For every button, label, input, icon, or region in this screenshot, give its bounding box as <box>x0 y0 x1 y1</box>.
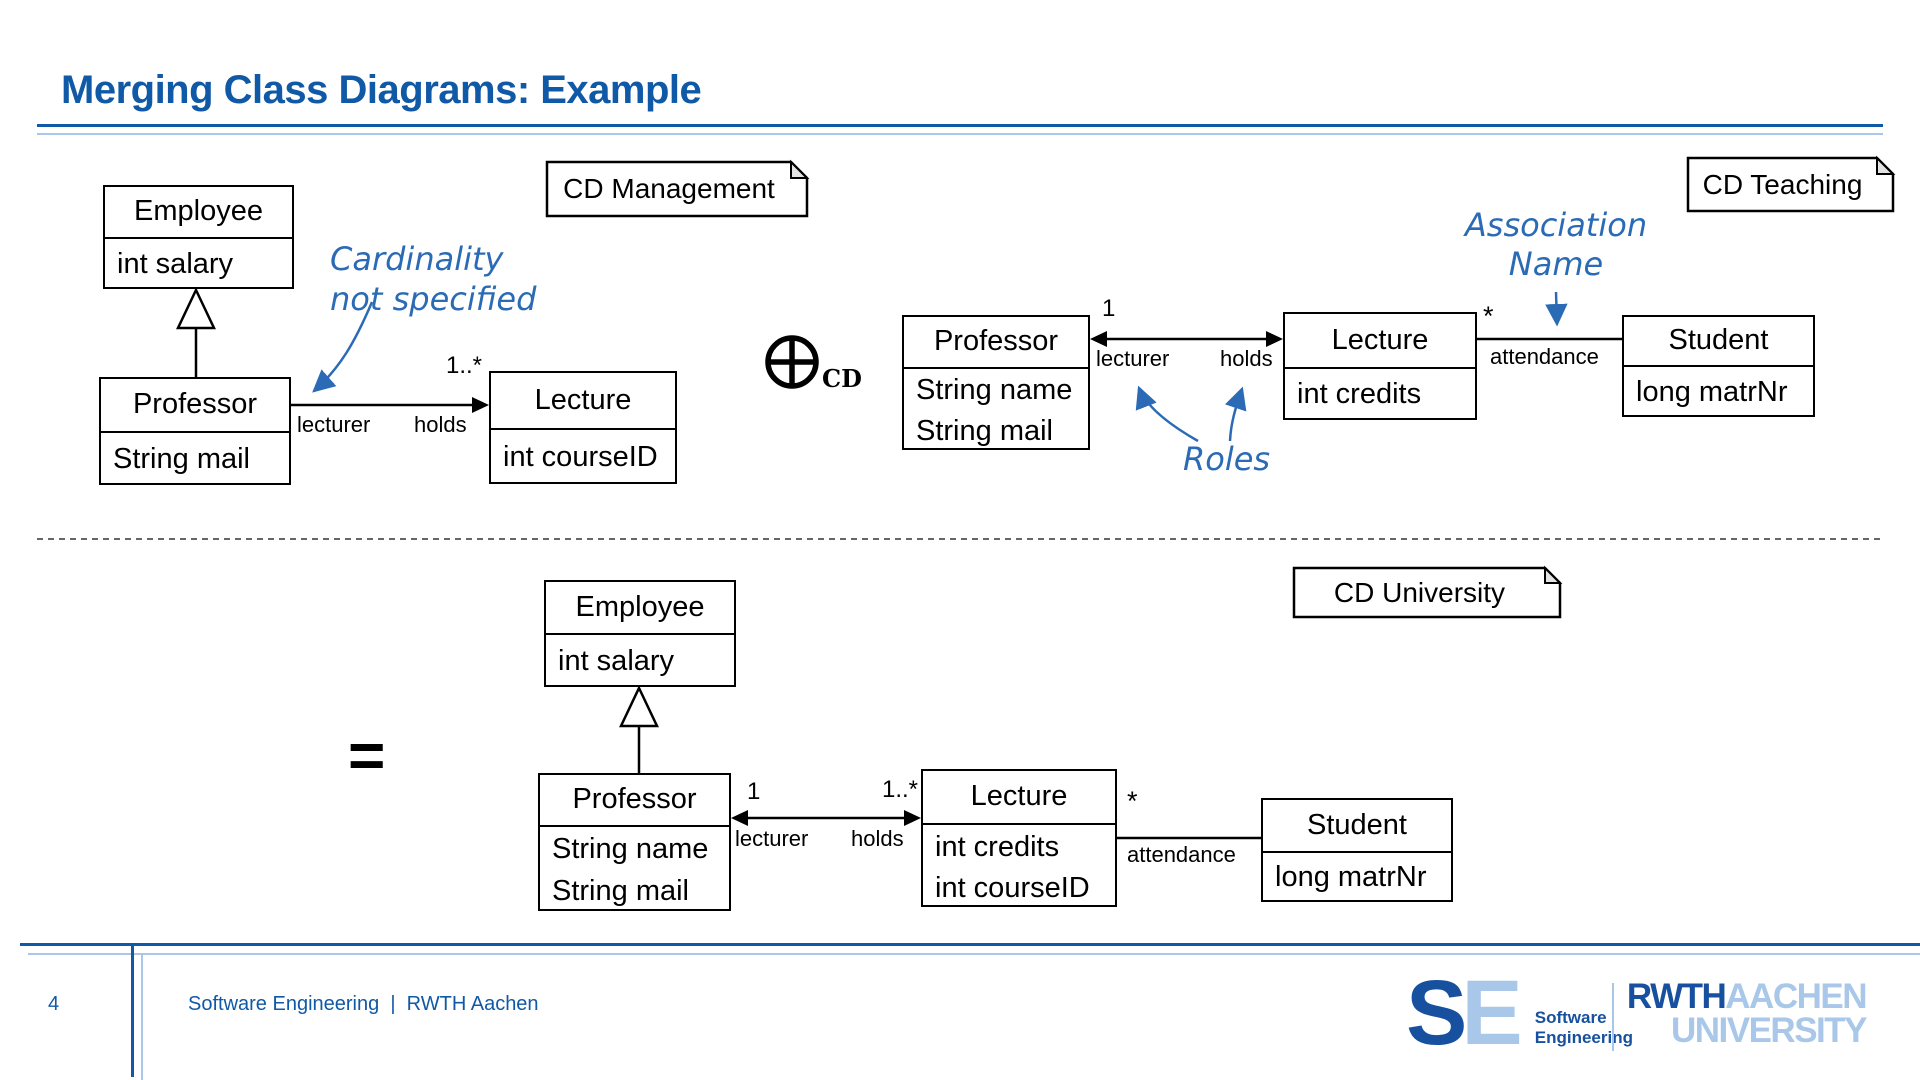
annotation-association-name-line1: Association <box>1464 206 1648 244</box>
note-shape-cd-teaching <box>1686 155 1896 213</box>
class-attribute-credits: int credits <box>935 831 1060 863</box>
annotation-cardinality-line2: not specified <box>330 280 537 318</box>
class-box-lecture-teaching: Lecture int credits <box>1283 312 1477 420</box>
title-rule-light <box>37 133 1883 135</box>
class-name-professor: Professor <box>904 317 1088 369</box>
association-university-professor-lecture <box>731 810 921 826</box>
cardinality-label-student-teaching: * <box>1483 301 1494 331</box>
se-caption-line2: Engineering <box>1534 1027 1633 1047</box>
association-name-attendance-university: attendance <box>1127 842 1236 867</box>
class-box-professor-management: Professor String mail <box>99 377 291 485</box>
class-attribute-name: String name <box>916 374 1073 406</box>
note-cd-teaching: CD Teaching <box>1702 169 1863 200</box>
roles-arrow-holds <box>1225 386 1247 442</box>
class-box-lecture-university: Lecture int credits int courseID <box>921 769 1117 907</box>
role-label-holds-teaching: holds <box>1220 346 1273 371</box>
association-name-attendance-teaching: attendance <box>1490 344 1599 369</box>
class-name-student: Student <box>1624 317 1813 367</box>
annotation-cardinality-line1: Cardinality <box>330 240 504 278</box>
footer-vertical-rule-light <box>141 953 143 1080</box>
class-attribute-mail: String mail <box>552 875 689 907</box>
class-box-professor-university: Professor String name String mail <box>538 773 731 911</box>
inheritance-arrow-management <box>176 287 216 377</box>
class-attribute-courseid: int courseID <box>935 872 1090 904</box>
class-attribute-name: String name <box>552 833 709 865</box>
class-box-professor-teaching: Professor String name String mail <box>902 315 1090 450</box>
class-attribute-mail: String mail <box>916 415 1053 447</box>
class-attribute-credits: int credits <box>1297 378 1422 410</box>
class-name-lecture: Lecture <box>923 771 1115 825</box>
cardinality-label-management: 1..* <box>445 352 482 379</box>
se-logo: S E Software Engineering <box>1406 962 1633 1064</box>
class-box-employee-management: Employee int salary <box>103 185 294 289</box>
rwth-logo: RWTHAACHEN UNIVERSITY <box>1610 977 1868 1050</box>
class-name-lecture: Lecture <box>1285 314 1475 369</box>
class-name-student: Student <box>1263 800 1451 853</box>
roles-arrow-lecturer <box>1135 385 1199 443</box>
association-name-annotation-arrow <box>1545 291 1568 327</box>
logo-separator <box>1612 983 1614 1051</box>
merge-operator-icon <box>765 335 819 389</box>
association-teaching-professor-lecture <box>1090 331 1283 347</box>
se-logo-letter-e: E <box>1461 962 1523 1064</box>
footer-vertical-rule-dark <box>131 943 134 1077</box>
role-label-holds-management: holds <box>414 412 467 437</box>
class-name-employee: Employee <box>105 187 292 239</box>
class-attribute-courseid: int courseID <box>503 441 658 473</box>
role-label-lecturer-management: lecturer <box>297 412 371 437</box>
cardinality-label-professor-teaching: 1 <box>1102 295 1116 322</box>
note-cd-university: CD University <box>1333 577 1506 608</box>
se-logo-letter-s: S <box>1406 962 1468 1064</box>
rwth-logo-university: UNIVERSITY <box>1670 1011 1868 1050</box>
class-box-lecture-management: Lecture int courseID <box>489 371 677 484</box>
note-shape-cd-university <box>1292 565 1563 619</box>
cardinality-label-professor-university: 1 <box>747 778 761 805</box>
class-box-employee-university: Employee int salary <box>544 580 736 687</box>
cardinality-annotation-arrow <box>312 301 374 393</box>
class-name-lecture: Lecture <box>491 373 675 430</box>
annotation-roles: Roles <box>1183 440 1271 478</box>
role-label-lecturer-university: lecturer <box>735 826 809 851</box>
merge-operator-subscript: CD <box>822 364 862 393</box>
class-attribute-salary: int salary <box>117 248 234 280</box>
annotation-association-name-line2: Name <box>1508 245 1604 283</box>
role-label-lecturer-teaching: lecturer <box>1096 346 1170 371</box>
class-name-employee: Employee <box>546 582 734 635</box>
title-rule-dark <box>37 124 1883 127</box>
footer-rule-dark <box>20 943 1920 946</box>
note-cd-management: CD Management <box>563 173 775 204</box>
association-management-professor-lecture <box>291 397 489 413</box>
role-label-holds-university: holds <box>851 826 904 851</box>
rwth-logo-aachen: AACHEN <box>1725 977 1867 1016</box>
footer-course-label: Software Engineering | RWTH Aachen <box>188 993 539 1015</box>
page-title: Merging Class Diagrams: Example <box>61 68 702 112</box>
cardinality-label-student-university: * <box>1127 786 1138 816</box>
rwth-logo-rwth: RWTH <box>1626 977 1727 1016</box>
page-number: 4 <box>48 993 60 1015</box>
class-box-student-university: Student long matrNr <box>1261 798 1453 902</box>
class-attribute-matrnr: long matrNr <box>1275 861 1427 893</box>
inheritance-arrow-university <box>619 685 659 773</box>
se-logo-caption: Software Engineering <box>1535 1008 1633 1051</box>
se-caption-line1: Software <box>1534 1008 1607 1028</box>
class-attribute-matrnr: long matrNr <box>1636 376 1788 408</box>
class-name-professor: Professor <box>540 775 729 827</box>
class-name-professor: Professor <box>101 379 289 433</box>
class-attribute-salary: int salary <box>558 645 675 677</box>
footer-rule-light <box>28 953 1920 955</box>
cardinality-label-lecture-university: 1..* <box>881 776 918 803</box>
equals-operator: = <box>348 719 386 791</box>
note-shape-cd-management <box>545 159 810 218</box>
class-attribute-mail: String mail <box>113 443 250 475</box>
class-box-student-teaching: Student long matrNr <box>1622 315 1815 417</box>
